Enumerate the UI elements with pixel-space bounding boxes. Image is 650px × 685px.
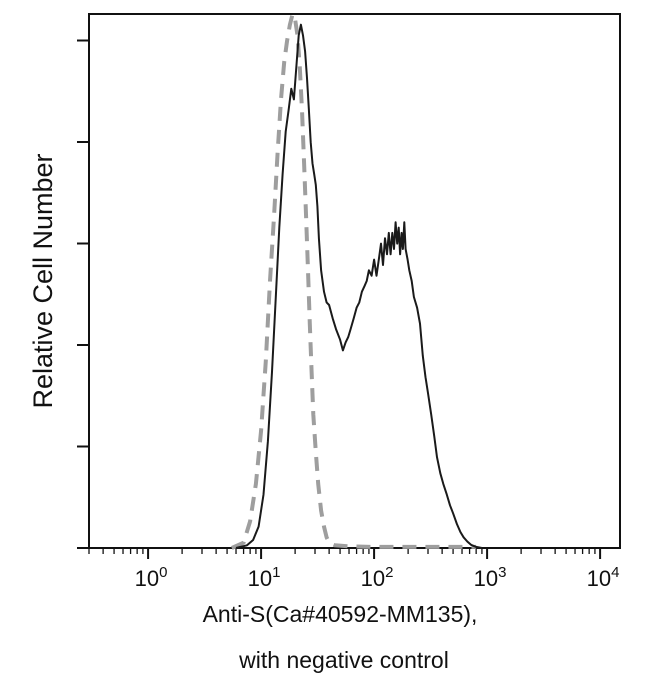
x-tick-label: 102 xyxy=(361,564,394,591)
plot-frame xyxy=(88,13,621,549)
x-tick-label: 101 xyxy=(248,564,281,591)
y-axis-ticks xyxy=(77,39,89,549)
x-axis-label-line2: with negative control xyxy=(238,647,449,673)
x-axis-tick-labels: 100 101 102 103 104 xyxy=(135,564,620,591)
sample-line xyxy=(235,23,483,549)
x-tick-label: 104 xyxy=(587,564,620,591)
y-axis-label: Relative Cell Number xyxy=(28,153,58,408)
x-tick-label: 100 xyxy=(135,564,168,591)
x-tick-label: 103 xyxy=(474,564,507,591)
x-axis-label-line1: Anti-S(Ca#40592-MM135), xyxy=(203,601,478,627)
negative-control-line xyxy=(230,12,477,550)
x-axis-ticks xyxy=(88,548,602,559)
series-group xyxy=(230,12,483,550)
